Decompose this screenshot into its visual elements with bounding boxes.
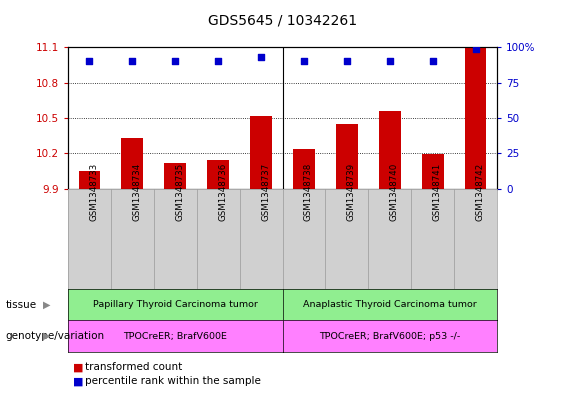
Text: GSM1348736: GSM1348736 xyxy=(218,163,227,221)
Point xyxy=(214,58,223,64)
Bar xyxy=(207,160,229,189)
Text: GSM1348741: GSM1348741 xyxy=(433,163,442,221)
Bar xyxy=(336,124,358,189)
Bar xyxy=(164,163,186,189)
Point xyxy=(385,58,394,64)
Point xyxy=(428,58,437,64)
Bar xyxy=(293,149,315,189)
Text: Anaplastic Thyroid Carcinoma tumor: Anaplastic Thyroid Carcinoma tumor xyxy=(303,300,477,309)
Text: ▶: ▶ xyxy=(43,331,51,341)
Text: ■: ■ xyxy=(73,362,84,373)
Text: Papillary Thyroid Carcinoma tumor: Papillary Thyroid Carcinoma tumor xyxy=(93,300,258,309)
Point xyxy=(85,58,94,64)
Text: transformed count: transformed count xyxy=(85,362,182,373)
Bar xyxy=(465,47,486,189)
Text: genotype/variation: genotype/variation xyxy=(6,331,105,341)
Text: GSM1348738: GSM1348738 xyxy=(304,163,313,221)
Bar xyxy=(250,116,272,189)
Text: percentile rank within the sample: percentile rank within the sample xyxy=(85,376,260,386)
Point xyxy=(128,58,137,64)
Point xyxy=(171,58,180,64)
Text: ▶: ▶ xyxy=(43,299,51,310)
Text: GSM1348733: GSM1348733 xyxy=(89,163,98,221)
Text: GSM1348742: GSM1348742 xyxy=(476,163,485,221)
Text: ■: ■ xyxy=(73,376,84,386)
Bar xyxy=(379,111,401,189)
Bar xyxy=(422,154,444,189)
Text: tissue: tissue xyxy=(6,299,37,310)
Point xyxy=(299,58,308,64)
Text: GSM1348735: GSM1348735 xyxy=(175,163,184,221)
Text: GSM1348740: GSM1348740 xyxy=(390,163,399,221)
Bar xyxy=(79,171,100,189)
Text: TPOCreER; BrafV600E: TPOCreER; BrafV600E xyxy=(123,332,227,340)
Text: GSM1348734: GSM1348734 xyxy=(132,163,141,221)
Text: TPOCreER; BrafV600E; p53 -/-: TPOCreER; BrafV600E; p53 -/- xyxy=(319,332,460,340)
Text: GDS5645 / 10342261: GDS5645 / 10342261 xyxy=(208,14,357,28)
Point xyxy=(257,54,266,60)
Bar xyxy=(121,138,143,189)
Point xyxy=(342,58,351,64)
Point xyxy=(471,46,480,52)
Text: GSM1348739: GSM1348739 xyxy=(347,163,356,221)
Text: GSM1348737: GSM1348737 xyxy=(261,163,270,221)
